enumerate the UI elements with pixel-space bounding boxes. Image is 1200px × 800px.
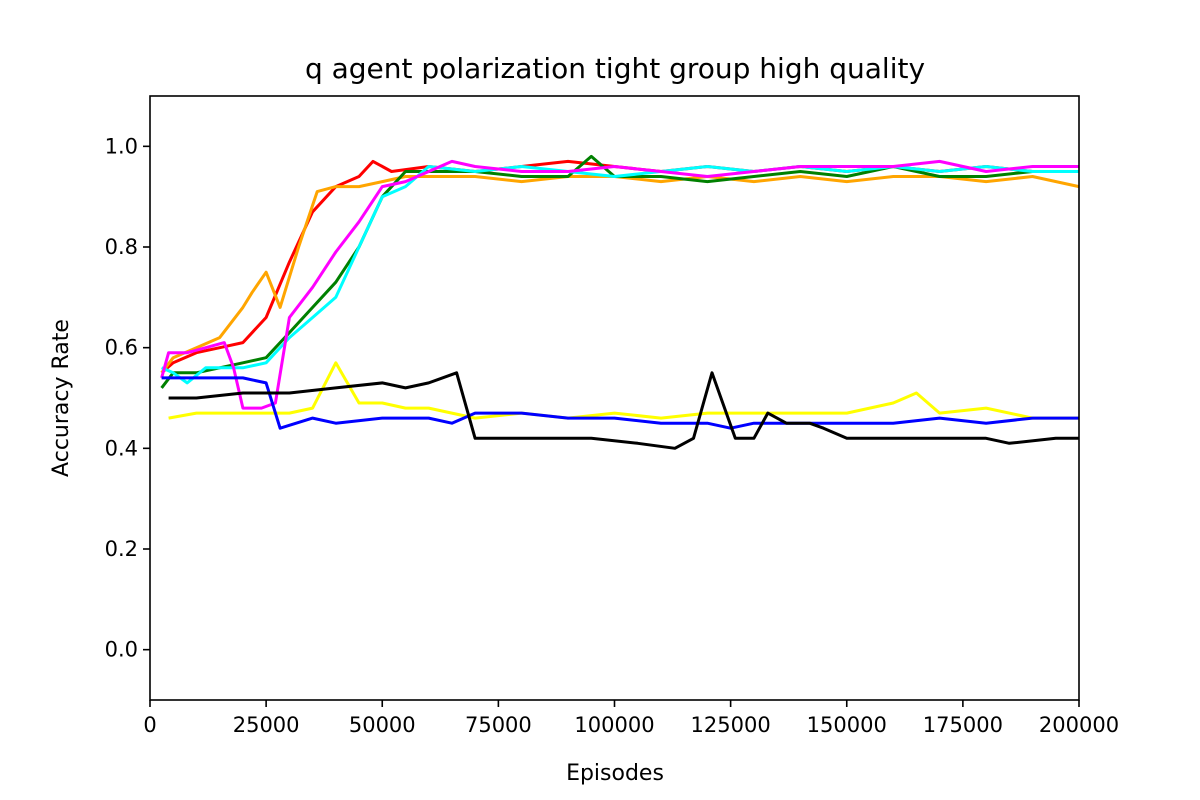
chart-title: q agent polarization tight group high qu… xyxy=(305,52,925,85)
series-line-1 xyxy=(160,159,1079,374)
x-tick-label: 100000 xyxy=(574,713,654,737)
series-line-8 xyxy=(168,371,1079,450)
x-tick-label: 175000 xyxy=(923,713,1003,737)
axes-frame xyxy=(149,95,1080,701)
x-tick-label: 50000 xyxy=(349,713,416,737)
y-tick-label: 0.2 xyxy=(105,537,138,561)
y-tick-label: 0.6 xyxy=(105,336,138,360)
series-line-2 xyxy=(160,175,1080,374)
y-axis-label: Accuracy Rate xyxy=(49,319,74,477)
plot-area xyxy=(160,154,1080,450)
x-tick-label: 25000 xyxy=(233,713,300,737)
series-line-7 xyxy=(161,376,1079,430)
x-tick-label: 200000 xyxy=(1039,713,1119,737)
y-axis: 0.0 0.2 0.4 0.6 0.8 1.0 xyxy=(105,134,150,662)
y-tick-label: 0.0 xyxy=(105,638,138,662)
series-line-3 xyxy=(160,154,1079,389)
series-line-5 xyxy=(160,159,1079,410)
y-tick-label: 0.4 xyxy=(105,436,138,460)
x-tick-label: 150000 xyxy=(807,713,887,737)
x-tick-label: 0 xyxy=(143,713,156,737)
x-axis: 0 25000 50000 75000 100000 125000 150000 175000… xyxy=(143,700,1119,737)
x-tick-label: 125000 xyxy=(691,713,771,737)
series-line-4 xyxy=(161,165,1079,385)
y-tick-label: 0.8 xyxy=(105,235,138,259)
x-axis-label: Episodes xyxy=(566,761,664,786)
y-tick-label: 1.0 xyxy=(105,134,138,158)
x-tick-label: 75000 xyxy=(465,713,532,737)
